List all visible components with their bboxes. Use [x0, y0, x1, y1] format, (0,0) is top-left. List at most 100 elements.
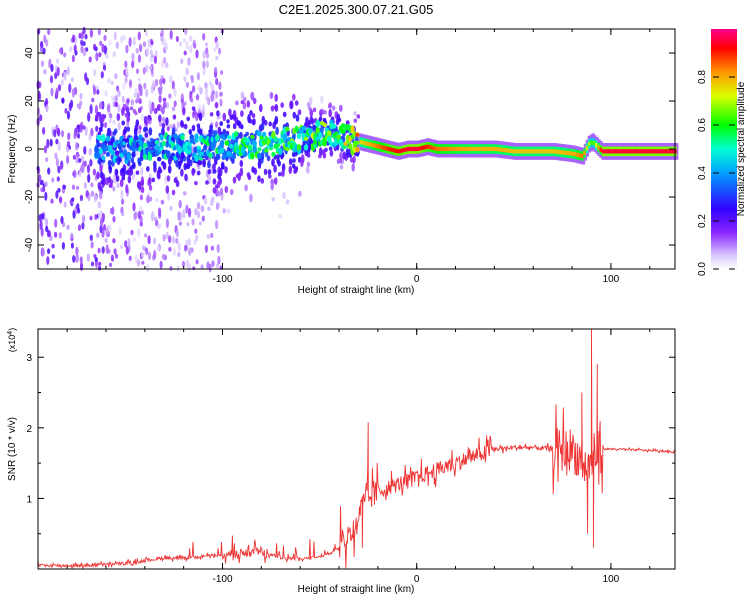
spectrogram-cell — [74, 50, 78, 56]
spectrogram-cell — [134, 87, 138, 94]
snr-xtick-label: 100 — [603, 574, 620, 585]
spectrogram-cell — [81, 163, 85, 174]
spectrogram-cell — [61, 242, 65, 250]
spectrogram-cell — [127, 167, 132, 177]
colorbar: 0.0 0.2 0.4 0.6 0.8 Normalized spectral ampl… — [697, 29, 747, 276]
spectrogram-cell — [66, 155, 70, 164]
spectrogram-cell — [392, 148, 395, 153]
spectrogram-cell — [73, 44, 77, 52]
spectrogram-cell — [88, 147, 92, 156]
spectrogram-cell — [92, 86, 97, 96]
spectrogram-cell — [177, 241, 181, 252]
snr-marks — [37, 328, 676, 570]
spectrogram-cell — [82, 47, 86, 57]
spectrogram-cell — [490, 146, 493, 152]
spectrogram-cell — [168, 93, 172, 99]
spectrogram-cell — [312, 124, 316, 130]
spectrogram-cell — [550, 149, 554, 154]
spectrogram-cell — [72, 34, 76, 43]
spectrogram-cell — [328, 102, 333, 109]
spectrogram-cell — [121, 198, 125, 205]
spectrogram-cell — [222, 208, 226, 214]
spectrogram-cell — [47, 167, 51, 175]
spectrogram-cell — [297, 109, 302, 116]
spectrogram-cell — [476, 146, 479, 152]
spectrogram-cell — [403, 147, 407, 152]
spectrogram-cell — [143, 143, 148, 148]
spectrogram-cell — [86, 253, 90, 262]
spectrogram-cell — [173, 100, 177, 107]
spectrogram-cell — [192, 85, 196, 93]
spectrogram-cell — [144, 233, 148, 238]
snr-xtick-label: 0 — [414, 574, 420, 585]
spectrogram-cell — [455, 146, 458, 152]
spectrogram-cell — [130, 99, 135, 106]
spectrogram-cell — [485, 146, 489, 152]
spectrogram-cell — [76, 203, 80, 210]
spectrogram-cell — [128, 37, 132, 47]
spectrogram-cell — [55, 157, 60, 168]
spectrogram-cell — [539, 149, 542, 154]
spectrogram-cell — [239, 160, 244, 167]
spectrogram-cell — [83, 146, 87, 155]
spectrogram-cell — [158, 114, 162, 123]
spectrogram-cell — [114, 95, 118, 102]
spectrogram-cell — [116, 113, 121, 122]
spectrogram-cell — [149, 184, 153, 191]
spectrogram-cell — [171, 236, 175, 244]
spectrogram-cell — [585, 146, 589, 151]
spectrogram-cell — [55, 138, 59, 145]
spectrogram-cell — [150, 84, 154, 94]
spectrogram-cell — [169, 265, 173, 271]
spectrogram-cell — [232, 123, 237, 130]
spectrogram-cell — [192, 266, 196, 271]
spectrogram-cell — [153, 55, 157, 64]
spectrogram-cell — [68, 83, 72, 93]
spectrogram-cell — [222, 112, 227, 122]
spectrogram-cell — [224, 166, 228, 174]
spectrogram-cell — [202, 66, 206, 76]
spectrogram-cell — [604, 149, 607, 154]
spectrogram-cell — [89, 215, 93, 221]
spectrogram-cell — [38, 213, 42, 222]
spectrogram-cell — [289, 100, 294, 110]
spectrogram-cell — [242, 101, 247, 110]
spectrogram-cell — [160, 37, 164, 42]
spectrogram-cell — [94, 214, 98, 220]
spectrogram-cell — [116, 182, 120, 188]
spectrogram-cell — [183, 50, 187, 56]
spectrogram-cell — [351, 163, 356, 172]
spectrogram-cell — [417, 146, 421, 151]
spectrogram-cell — [261, 131, 267, 137]
spectrogram-cell — [315, 127, 320, 134]
spectrogram-cell — [43, 69, 47, 75]
spectrogram-cell — [139, 194, 143, 201]
spectrogram-cell — [103, 34, 107, 42]
spectrogram-cell — [126, 126, 131, 132]
spectrogram-cell — [441, 146, 444, 152]
spectrogram-cell — [202, 33, 206, 41]
spectrogram-cell — [165, 62, 169, 69]
spectrogram-cell — [219, 98, 223, 107]
spectrogram-cell — [183, 191, 187, 196]
spectrogram-cell — [106, 104, 111, 113]
snr-ytick-label: 1 — [26, 494, 32, 505]
spectrogram-cell — [100, 71, 104, 79]
spectrogram-cell — [371, 142, 374, 148]
spectrogram-cell — [613, 149, 617, 154]
spectrogram-cell — [112, 186, 116, 192]
spectrogram-cell — [189, 137, 194, 144]
spectrogram-cell — [504, 148, 507, 153]
spectrogram-cell — [518, 149, 521, 154]
spectrogram-cell — [300, 154, 305, 163]
spectrogram-cell — [187, 263, 191, 273]
spectrogram-cell — [155, 198, 159, 203]
spectrogram-cell — [457, 146, 461, 152]
spectrogram-cell — [106, 132, 110, 137]
spectrogram-cell — [250, 134, 255, 140]
spectrogram-cell — [536, 149, 540, 154]
spectrogram-cell — [101, 113, 105, 122]
spectrogram-cell — [112, 120, 116, 125]
spectrogram-cell — [427, 144, 430, 149]
